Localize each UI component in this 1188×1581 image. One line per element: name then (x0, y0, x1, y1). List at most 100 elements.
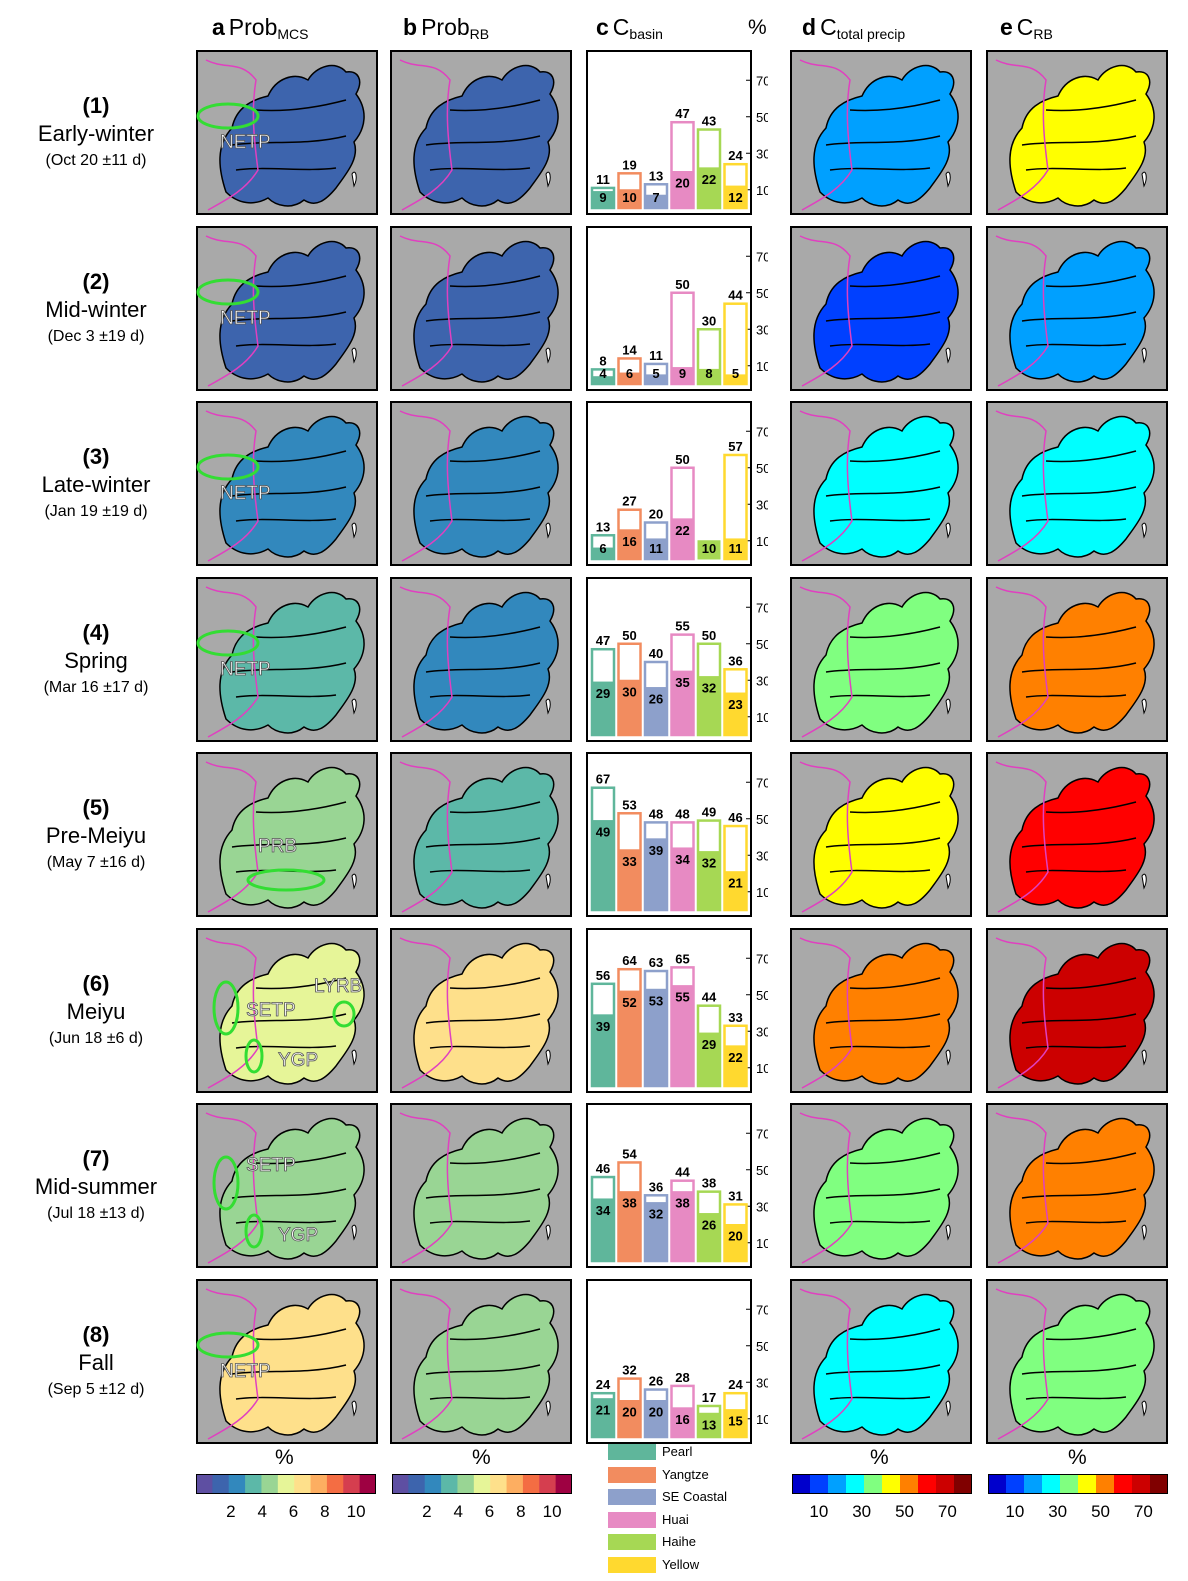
china-landmass (813, 64, 959, 207)
y-tick-label: 70 (756, 424, 768, 439)
basin-boundary (449, 625, 541, 638)
colorbar-swatch (900, 1474, 919, 1494)
colorbar-swatch (473, 1474, 491, 1494)
bar-filled-label: 34 (675, 852, 690, 867)
map-panel (986, 1103, 1168, 1268)
map-panel (790, 50, 972, 215)
bar-filled-label: 53 (649, 993, 663, 1008)
bar-total-label: 38 (702, 1176, 716, 1191)
bar-filled (618, 679, 641, 735)
bar-total-label: 49 (702, 805, 716, 820)
taiwan-island (351, 171, 357, 188)
bar-filled (697, 167, 721, 209)
bar-filled (644, 373, 668, 384)
tibetan-plateau-boundary (205, 410, 259, 562)
bar-filled-label: 29 (702, 1037, 716, 1052)
basin-boundary (449, 450, 541, 463)
bar-filled (591, 547, 615, 560)
colorbar-tick-label: 10 (809, 1502, 829, 1521)
bar-filled (724, 538, 747, 560)
colorbar-swatch (1132, 1474, 1151, 1494)
y-tick-label: 30 (756, 673, 768, 688)
row-season: Pre-Meiyu (45, 823, 147, 848)
taiwan-island (1141, 698, 1147, 715)
china-landmass (413, 591, 559, 734)
tibetan-plateau-boundary (995, 59, 1049, 211)
bar-filled (724, 692, 747, 735)
y-tick-label: 50 (756, 285, 768, 300)
bar-total-label: 26 (649, 1373, 663, 1388)
region-outline (244, 1038, 264, 1073)
bar-filled (697, 851, 721, 911)
y-tick-label: 10 (756, 534, 768, 549)
basin-boundary (1045, 625, 1137, 638)
basin-boundary (825, 661, 941, 673)
tibetan-plateau-boundary (205, 59, 259, 211)
bar-filled (618, 372, 641, 385)
bar-total-label: 24 (596, 1377, 611, 1392)
map-panel (790, 1103, 972, 1268)
row-date: (Jan 19 ±19 d) (44, 503, 148, 520)
map-panel (986, 1278, 1168, 1444)
bar-filled (671, 1406, 694, 1438)
bar-filled-label: 10 (702, 541, 716, 556)
bar-total-label: 50 (675, 276, 689, 291)
row-number: (3) (82, 444, 110, 469)
row-date: (May 7 ±16 d) (46, 854, 146, 871)
china-landmass (813, 1293, 959, 1436)
colorbar-swatch (261, 1474, 279, 1494)
china-landmass (813, 942, 959, 1085)
bar-total-label: 63 (649, 955, 663, 970)
bar-filled (591, 1013, 615, 1086)
bar-filled-label: 33 (622, 854, 636, 869)
colorbar-swatch (936, 1474, 955, 1494)
tibetan-plateau-boundary (205, 1287, 259, 1440)
basin-boundary (1021, 486, 1137, 497)
basin-boundary (429, 693, 531, 698)
row-season: Fall (78, 1349, 114, 1375)
basin-boundary (429, 1220, 531, 1224)
bar-filled-label: 5 (652, 366, 659, 381)
row-number: (1) (82, 93, 110, 118)
y-tick-label: 30 (756, 322, 768, 337)
basin-boundary (1025, 1220, 1127, 1224)
bar-filled (697, 540, 721, 560)
basin-boundary (849, 450, 941, 463)
bar-filled-label: 7 (652, 190, 659, 205)
china-landmass (219, 1117, 365, 1260)
legend-swatch (608, 1534, 656, 1550)
bar-filled-label: 32 (649, 1207, 663, 1222)
bar-filled-label: 26 (649, 691, 663, 706)
bar-filled-label: 32 (702, 856, 716, 871)
row-number: (5) (82, 795, 110, 820)
bar-filled-label: 21 (728, 876, 742, 891)
taiwan-island (945, 522, 951, 539)
basin-boundary (1045, 976, 1137, 989)
colorbar-swatch (228, 1474, 246, 1494)
row-label: (2) Mid-winter (Dec 3 ±19 d) (0, 268, 192, 350)
colorbar-swatch (1150, 1474, 1168, 1494)
tibetan-plateau-boundary (799, 585, 853, 738)
y-tick-label: 70 (756, 1126, 768, 1141)
taiwan-island (1141, 347, 1147, 364)
y-tick-label: 10 (756, 183, 768, 198)
bar-filled-label: 16 (675, 1411, 689, 1426)
basin-boundary (255, 99, 347, 112)
basin-boundary (449, 1152, 541, 1165)
china-landmass (1009, 591, 1155, 734)
taiwan-island (945, 1400, 951, 1417)
region-label: NETP (220, 132, 271, 153)
bar-filled (618, 1191, 641, 1262)
cbar-b-unit: % (472, 1446, 491, 1469)
bar-filled-label: 23 (728, 697, 742, 712)
basin-boundary (425, 135, 541, 146)
bar-filled (644, 1399, 668, 1437)
tibetan-plateau-boundary (799, 410, 853, 562)
region-label: YGP (278, 1225, 318, 1246)
colorbar-swatch (424, 1474, 442, 1494)
row-season: Early-winter (37, 121, 155, 146)
basin-boundary (825, 837, 941, 848)
tibetan-plateau-boundary (799, 1287, 853, 1440)
colorbar-swatch (506, 1474, 524, 1494)
bar-filled-label: 49 (596, 825, 610, 840)
